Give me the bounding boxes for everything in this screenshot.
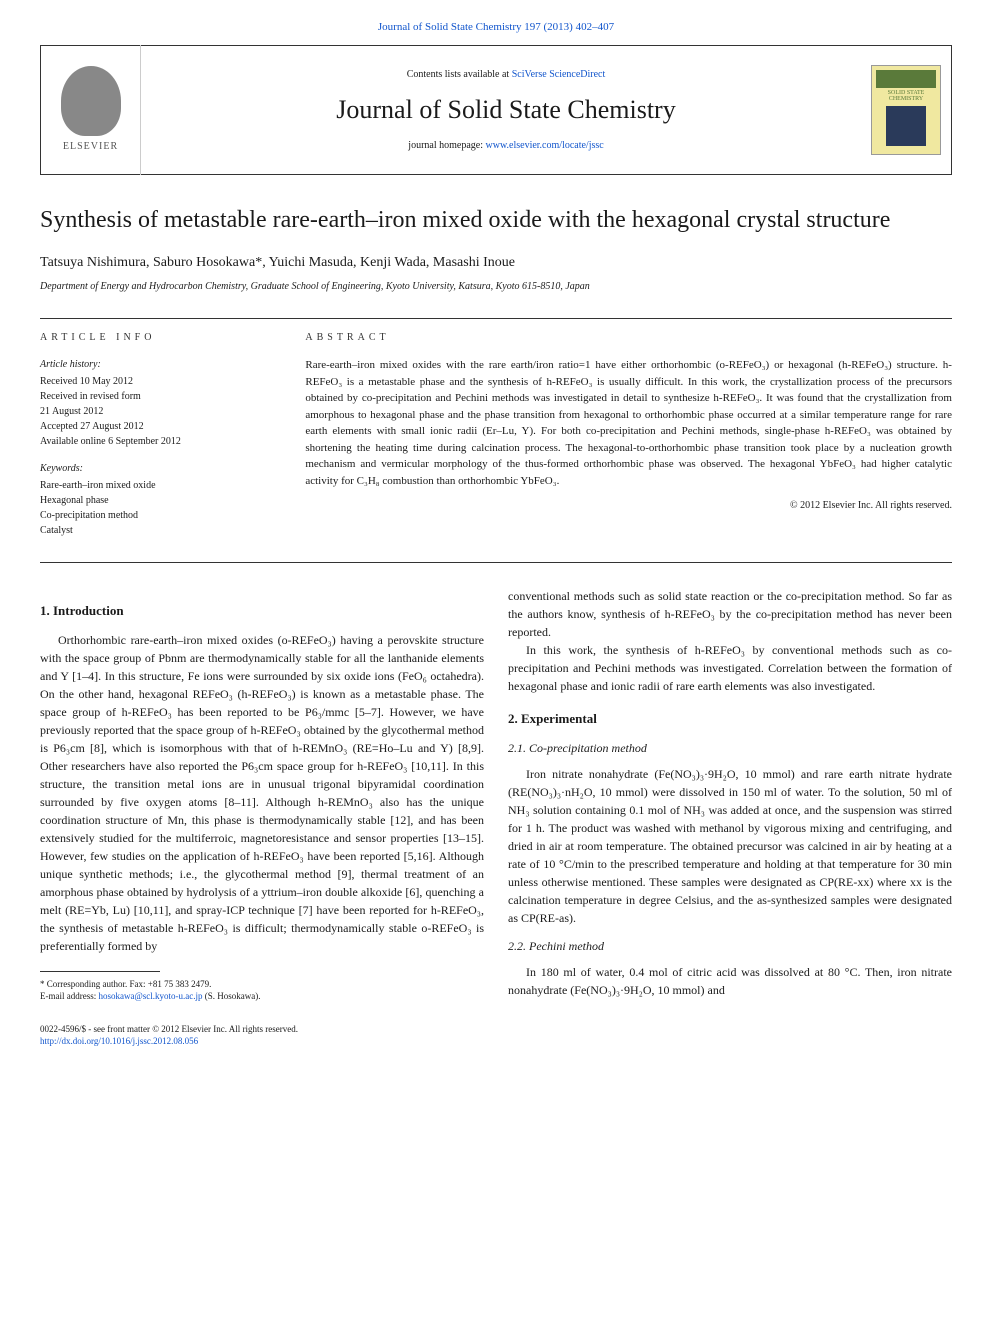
keywords-title: Keywords:: [40, 461, 275, 476]
section-heading-introduction: 1. Introduction: [40, 601, 484, 621]
publisher-name: ELSEVIER: [63, 140, 118, 154]
footer-doi: http://dx.doi.org/10.1016/j.jssc.2012.08…: [40, 1035, 484, 1048]
body-paragraph: Iron nitrate nonahydrate (Fe(NO₃)₃·9H₂O,…: [508, 765, 952, 927]
article-info-column: ARTICLE INFO Article history: Received 1…: [40, 331, 295, 550]
footnote-separator: [40, 971, 160, 972]
email-label: E-mail address:: [40, 991, 98, 1001]
history-title: Article history:: [40, 357, 275, 372]
journal-title: Journal of Solid State Chemistry: [151, 92, 861, 128]
keyword: Catalyst: [40, 523, 275, 538]
history-line: Received 10 May 2012: [40, 374, 275, 389]
author-list: Tatsuya Nishimura, Saburo Hosokawa*, Yui…: [40, 253, 952, 273]
journal-cover-thumbnail: SOLID STATE CHEMISTRY: [871, 65, 941, 155]
corresponding-author-footnote: * Corresponding author. Fax: +81 75 383 …: [40, 978, 484, 991]
section-heading-experimental: 2. Experimental: [508, 709, 952, 729]
article-title: Synthesis of metastable rare-earth–iron …: [40, 205, 952, 236]
body-paragraph: In this work, the synthesis of h-REFeO₃ …: [508, 641, 952, 695]
history-line: Received in revised form: [40, 389, 275, 404]
email-link[interactable]: hosokawa@scl.kyoto-u.ac.jp: [98, 991, 202, 1001]
article-body: 1. Introduction Orthorhombic rare-earth–…: [40, 587, 952, 1048]
journal-reference-link[interactable]: Journal of Solid State Chemistry 197 (20…: [378, 21, 614, 33]
abstract-label: ABSTRACT: [305, 331, 952, 345]
elsevier-tree-icon: [61, 66, 121, 136]
cover-accent-bar: [876, 70, 936, 88]
homepage-prefix: journal homepage:: [408, 140, 485, 151]
abstract-column: ABSTRACT Rare-earth–iron mixed oxides wi…: [295, 331, 952, 550]
contents-line: Contents lists available at SciVerse Sci…: [151, 68, 861, 82]
article-history-block: Article history: Received 10 May 2012 Re…: [40, 357, 275, 449]
homepage-link[interactable]: www.elsevier.com/locate/jssc: [486, 140, 604, 151]
article-info-label: ARTICLE INFO: [40, 331, 275, 345]
email-suffix: (S. Hosokawa).: [205, 991, 261, 1001]
footer-issn: 0022-4596/$ - see front matter © 2012 El…: [40, 1023, 484, 1036]
keyword: Hexagonal phase: [40, 493, 275, 508]
subsection-heading-pechini: 2.2. Pechini method: [508, 937, 952, 955]
keywords-block: Keywords: Rare-earth–iron mixed oxide He…: [40, 461, 275, 538]
cover-label: SOLID STATE CHEMISTRY: [876, 90, 936, 102]
journal-header: ELSEVIER Contents lists available at Sci…: [40, 45, 952, 175]
email-footnote: E-mail address: hosokawa@scl.kyoto-u.ac.…: [40, 990, 484, 1003]
body-paragraph: Orthorhombic rare-earth–iron mixed oxide…: [40, 631, 484, 955]
keyword: Co-precipitation method: [40, 508, 275, 523]
history-line: Available online 6 September 2012: [40, 434, 275, 449]
publisher-logo: ELSEVIER: [41, 45, 141, 175]
subsection-heading-coprecipitation: 2.1. Co-precipitation method: [508, 739, 952, 757]
journal-reference-line: Journal of Solid State Chemistry 197 (20…: [40, 20, 952, 35]
abstract-copyright: © 2012 Elsevier Inc. All rights reserved…: [305, 499, 952, 513]
homepage-line: journal homepage: www.elsevier.com/locat…: [151, 139, 861, 153]
cover-image-icon: [886, 106, 926, 146]
body-paragraph: conventional methods such as solid state…: [508, 587, 952, 641]
doi-link[interactable]: http://dx.doi.org/10.1016/j.jssc.2012.08…: [40, 1036, 198, 1046]
history-line: Accepted 27 August 2012: [40, 419, 275, 434]
abstract-text: Rare-earth–iron mixed oxides with the ra…: [305, 357, 952, 489]
sciencedirect-link[interactable]: SciVerse ScienceDirect: [512, 69, 606, 80]
history-line: 21 August 2012: [40, 404, 275, 419]
contents-prefix: Contents lists available at: [407, 69, 512, 80]
header-center: Contents lists available at SciVerse Sci…: [141, 58, 871, 162]
author-affiliation: Department of Energy and Hydrocarbon Che…: [40, 280, 952, 294]
meta-section: ARTICLE INFO Article history: Received 1…: [40, 318, 952, 563]
keyword: Rare-earth–iron mixed oxide: [40, 478, 275, 493]
body-paragraph: In 180 ml of water, 0.4 mol of citric ac…: [508, 963, 952, 999]
